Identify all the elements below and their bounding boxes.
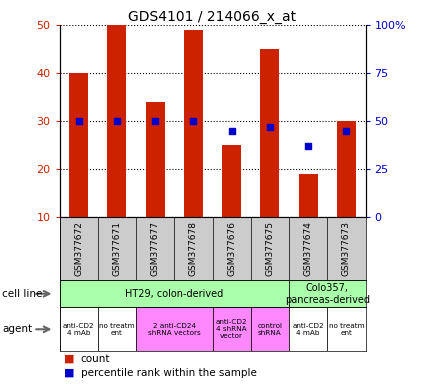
Text: cell line: cell line (2, 289, 42, 299)
Text: control
shRNA: control shRNA (258, 323, 282, 336)
Text: GSM377678: GSM377678 (189, 221, 198, 276)
Bar (145, 102, 164, 217)
Point (266, 124, 273, 130)
Text: anti-CD2
4 mAb: anti-CD2 4 mAb (292, 323, 324, 336)
Bar (98, 307, 136, 351)
Point (343, 127, 350, 134)
Text: GSM377677: GSM377677 (150, 221, 160, 276)
Bar (212, 307, 251, 351)
Point (305, 143, 312, 149)
Text: GSM377673: GSM377673 (342, 221, 351, 276)
Text: GSM377676: GSM377676 (227, 221, 236, 276)
Bar (107, 25, 127, 217)
Bar (289, 280, 366, 307)
Text: agent: agent (2, 324, 32, 334)
Bar (222, 145, 241, 217)
Bar (327, 307, 366, 351)
Bar (289, 307, 327, 351)
Text: no treatm
ent: no treatm ent (99, 323, 135, 336)
Text: 2 anti-CD24
shRNA vectors: 2 anti-CD24 shRNA vectors (148, 323, 201, 336)
Bar (60, 307, 98, 351)
Point (75, 118, 82, 124)
Point (113, 118, 120, 124)
Text: count: count (81, 354, 110, 364)
Text: ■: ■ (64, 354, 74, 364)
Point (228, 127, 235, 134)
Bar (136, 307, 212, 351)
Bar (298, 174, 317, 217)
Text: GSM377672: GSM377672 (74, 221, 83, 276)
Point (190, 118, 197, 124)
Text: percentile rank within the sample: percentile rank within the sample (81, 368, 257, 378)
Text: no treatm
ent: no treatm ent (329, 323, 364, 336)
Bar (251, 307, 289, 351)
Text: GSM377674: GSM377674 (303, 221, 313, 276)
Text: Colo357,
pancreas-derived: Colo357, pancreas-derived (285, 283, 370, 305)
Bar (69, 73, 88, 217)
Bar (60, 280, 289, 307)
Text: ■: ■ (64, 368, 74, 378)
Text: GSM377675: GSM377675 (265, 221, 275, 276)
Title: GDS4101 / 214066_x_at: GDS4101 / 214066_x_at (128, 10, 297, 24)
Bar (184, 30, 203, 217)
Bar (337, 121, 356, 217)
Text: GSM377671: GSM377671 (112, 221, 122, 276)
Text: anti-CD2
4 mAb: anti-CD2 4 mAb (63, 323, 94, 336)
Text: HT29, colon-derived: HT29, colon-derived (125, 289, 224, 299)
Bar (260, 49, 280, 217)
Point (152, 118, 159, 124)
Text: anti-CD2
4 shRNA
vector: anti-CD2 4 shRNA vector (216, 319, 247, 339)
